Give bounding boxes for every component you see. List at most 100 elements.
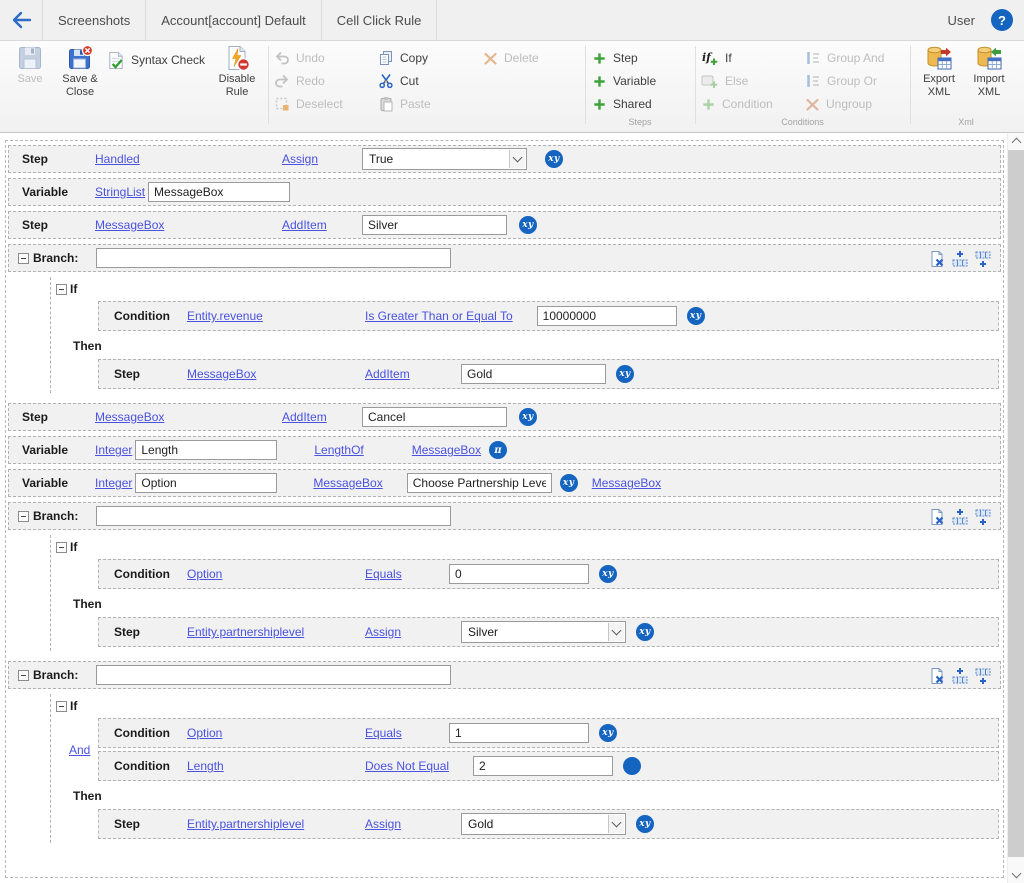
value-dropdown[interactable]: Silver <box>461 621 626 643</box>
variable-type-link[interactable]: StringList <box>95 185 145 199</box>
xy-badge[interactable]: xy <box>687 307 705 325</box>
action-link[interactable]: Assign <box>365 625 401 639</box>
operator-link[interactable]: Equals <box>365 726 402 740</box>
condition-value-input[interactable] <box>449 564 589 584</box>
action-link[interactable]: AddItem <box>282 410 327 424</box>
variable-type-link[interactable]: Integer <box>95 476 132 490</box>
tab-screenshots[interactable]: Screenshots <box>42 0 146 40</box>
scroll-up-arrow-icon[interactable] <box>1008 133 1024 149</box>
save-close-button[interactable]: Save & Close <box>54 45 106 99</box>
add-variable-button[interactable]: Variable <box>592 71 656 91</box>
variable-type-link[interactable]: Integer <box>95 443 132 457</box>
collapse-toggle[interactable] <box>56 542 67 553</box>
tab-cell-click-rule[interactable]: Cell Click Rule <box>322 0 438 40</box>
back-button[interactable] <box>0 0 42 40</box>
dropdown-value: Silver <box>468 625 498 639</box>
operand-link[interactable]: Entity.revenue <box>187 309 263 323</box>
collapse-toggle[interactable] <box>18 511 29 522</box>
delete-branch-icon[interactable] <box>928 508 946 526</box>
add-branch-above-icon[interactable] <box>951 508 969 526</box>
help-button[interactable]: ? <box>991 9 1013 31</box>
xy-badge[interactable]: xy <box>636 623 654 641</box>
xy-badge[interactable]: xy <box>560 474 578 492</box>
variable-name-input[interactable] <box>135 440 277 460</box>
operator-link[interactable]: Does Not Equal <box>365 759 449 773</box>
ribbon: Save Save & Close Syntax Check Disa <box>0 41 1024 133</box>
variable-name-input[interactable] <box>148 182 290 202</box>
operand-link[interactable]: Option <box>187 567 222 581</box>
and-connector-link[interactable]: And <box>69 743 90 757</box>
row-type-label: Step <box>22 152 95 166</box>
condition-value-input[interactable] <box>449 723 589 743</box>
xy-badge[interactable]: xy <box>636 815 654 833</box>
collapse-toggle[interactable] <box>56 701 67 712</box>
branch-name-input[interactable] <box>96 248 451 268</box>
vertical-scrollbar[interactable] <box>1007 133 1024 883</box>
condition-value-input[interactable] <box>537 306 677 326</box>
xy-badge[interactable]: xy <box>519 216 537 234</box>
target-link[interactable]: Handled <box>95 152 140 166</box>
target-link[interactable]: MessageBox <box>187 367 256 381</box>
condition-row: Condition Option Equals xy <box>98 559 999 589</box>
target-link[interactable]: Entity.partnershiplevel <box>187 817 304 831</box>
xy-badge[interactable]: xy <box>599 565 617 583</box>
collapse-toggle[interactable] <box>18 253 29 264</box>
action-link[interactable]: Assign <box>282 152 318 166</box>
value-input[interactable] <box>461 364 606 384</box>
condition-value-input[interactable] <box>473 756 613 776</box>
source-link[interactable]: MessageBox <box>592 476 661 490</box>
delete-branch-icon[interactable] <box>928 667 946 685</box>
xy-badge[interactable]: xy <box>616 365 634 383</box>
import-xml-button[interactable]: Import XML <box>966 45 1012 99</box>
add-branch-below-icon[interactable] <box>974 667 992 685</box>
action-link[interactable]: AddItem <box>282 218 327 232</box>
add-step-button[interactable]: Step <box>592 48 638 68</box>
add-branch-above-icon[interactable] <box>951 250 969 268</box>
target-link[interactable]: MessageBox <box>95 410 164 424</box>
function-link[interactable]: LengthOf <box>314 443 363 457</box>
plus-icon <box>592 97 607 112</box>
branch-name-input[interactable] <box>96 665 451 685</box>
value-dropdown[interactable]: True <box>362 148 527 170</box>
user-menu[interactable]: User <box>948 13 975 28</box>
variable-name-input[interactable] <box>135 473 277 493</box>
branch-name-input[interactable] <box>96 506 451 526</box>
operator-link[interactable]: Equals <box>365 567 402 581</box>
action-link[interactable]: Assign <box>365 817 401 831</box>
xy-badge[interactable]: xy <box>545 150 563 168</box>
scroll-down-arrow-icon[interactable] <box>1008 867 1024 883</box>
tab-account-default[interactable]: Account[account] Default <box>146 0 322 40</box>
xy-badge[interactable] <box>623 757 641 775</box>
operand-link[interactable]: Length <box>187 759 224 773</box>
function-link[interactable]: MessageBox <box>313 476 382 490</box>
add-branch-below-icon[interactable] <box>974 250 992 268</box>
source-link[interactable]: MessageBox <box>412 443 481 457</box>
collapse-toggle[interactable] <box>56 284 67 295</box>
disable-rule-button[interactable]: Disable Rule <box>210 45 264 99</box>
target-link[interactable]: MessageBox <box>95 218 164 232</box>
syntax-check-button[interactable]: Syntax Check <box>106 50 205 70</box>
add-if-button[interactable]: if If <box>701 48 732 68</box>
add-branch-below-icon[interactable] <box>974 508 992 526</box>
add-shared-button[interactable]: Shared <box>592 94 652 114</box>
if-label: If <box>70 540 77 554</box>
value-dropdown[interactable]: Gold <box>461 813 626 835</box>
xy-badge[interactable]: xy <box>519 408 537 426</box>
collapse-toggle[interactable] <box>18 670 29 681</box>
export-xml-button[interactable]: Export XML <box>916 45 962 99</box>
action-link[interactable]: AddItem <box>365 367 410 381</box>
copy-button[interactable]: Copy <box>378 48 428 68</box>
prompt-input[interactable] <box>407 473 552 493</box>
pi-badge[interactable]: π <box>489 441 507 459</box>
add-branch-above-icon[interactable] <box>951 667 969 685</box>
value-input[interactable] <box>362 215 507 235</box>
operator-link[interactable]: Is Greater Than or Equal To <box>365 309 513 323</box>
delete-branch-icon[interactable] <box>928 250 946 268</box>
undo-button: Undo <box>274 48 325 68</box>
operand-link[interactable]: Option <box>187 726 222 740</box>
value-input[interactable] <box>362 407 507 427</box>
target-link[interactable]: Entity.partnershiplevel <box>187 625 304 639</box>
scrollbar-thumb[interactable] <box>1008 150 1024 857</box>
cut-button[interactable]: Cut <box>378 71 419 91</box>
xy-badge[interactable]: xy <box>599 724 617 742</box>
